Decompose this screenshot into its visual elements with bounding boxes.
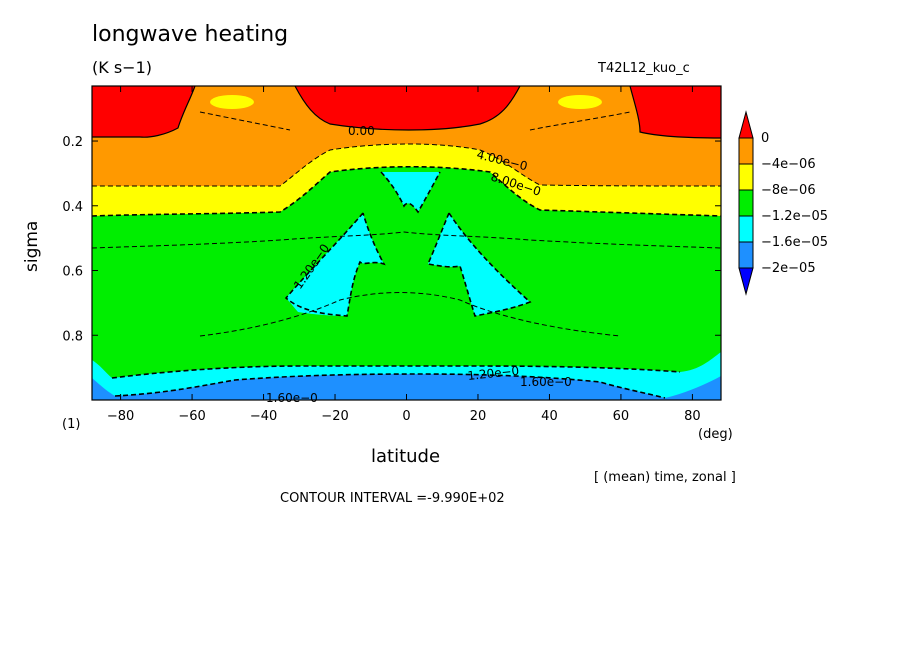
x-tick-label: 0 [402, 409, 410, 424]
x-tick-label: −40 [250, 409, 277, 424]
y-axis: 0.2 0.4 0.6 0.8 [62, 135, 721, 344]
y-tick-label: 0.6 [62, 265, 83, 280]
colorbar-swatch [738, 267, 754, 296]
contour-interval: CONTOUR INTERVAL =-9.990E+02 [280, 491, 505, 506]
region-orange [92, 86, 721, 186]
x-tick-label: −20 [321, 409, 348, 424]
contour-label: 1.60e−0 [520, 375, 572, 389]
x-axis-units: (deg) [698, 427, 733, 442]
x-tick-label: 40 [541, 409, 558, 424]
region-cyan-left [286, 213, 384, 316]
x-tick-label: −80 [107, 409, 134, 424]
region-red-center [295, 86, 520, 130]
x-tick-label: 20 [470, 409, 487, 424]
region-yellow-spot-left [210, 95, 254, 109]
run-label: T42L12_kuo_c [598, 61, 690, 76]
contour-lines [92, 111, 721, 399]
colorbar-swatch [738, 137, 754, 165]
colorbar-swatch [738, 241, 754, 269]
x-tick-label: −60 [178, 409, 205, 424]
zero-contours [92, 86, 721, 139]
chart-title: longwave heating [92, 22, 289, 47]
contour-label: 1.20e−0 [467, 364, 520, 383]
chart-units: (K s−1) [92, 58, 152, 77]
y-tick-label: 0.8 [62, 329, 83, 344]
colorbar-swatch [738, 110, 754, 139]
colorbar-label: −2e−05 [761, 261, 816, 276]
region-cyan-top [381, 172, 440, 212]
colorbar-swatch [738, 189, 754, 217]
colorbar: 0 −4e−06 −8e−06 −1.2e−05 −1.6e−05 −2e−05 [738, 110, 828, 296]
region-red-right [630, 86, 721, 138]
panel-label: (1) [62, 417, 81, 432]
colorbar-label: −8e−06 [761, 183, 816, 198]
colorbar-swatch [738, 215, 754, 243]
y-tick-label: 0.4 [62, 200, 83, 215]
region-red-left [92, 86, 195, 138]
colorbar-label: −1.2e−05 [761, 209, 828, 224]
y-axis-label: sigma [22, 220, 42, 272]
x-tick-label: 60 [613, 409, 630, 424]
x-axis: −80 −60 −40 −20 0 20 40 60 80 [107, 86, 701, 424]
contour-label: 1.60e−0 [266, 391, 318, 405]
colorbar-label: −4e−06 [761, 157, 816, 172]
region-cyan-right [428, 213, 530, 316]
colorbar-label: 0 [761, 131, 769, 146]
colorbar-swatch [738, 163, 754, 191]
averaging-note: [ (mean) time, zonal ] [594, 470, 736, 485]
y-tick-label: 0.2 [62, 135, 83, 150]
colorbar-label: −1.6e−05 [761, 235, 828, 250]
x-tick-label: 80 [684, 409, 701, 424]
region-blue-surface [92, 374, 721, 400]
x-axis-label: latitude [371, 446, 441, 467]
contour-fill-layer [92, 86, 721, 400]
region-yellow-spot-right [558, 95, 602, 109]
contour-label: 0.00 [348, 124, 375, 138]
